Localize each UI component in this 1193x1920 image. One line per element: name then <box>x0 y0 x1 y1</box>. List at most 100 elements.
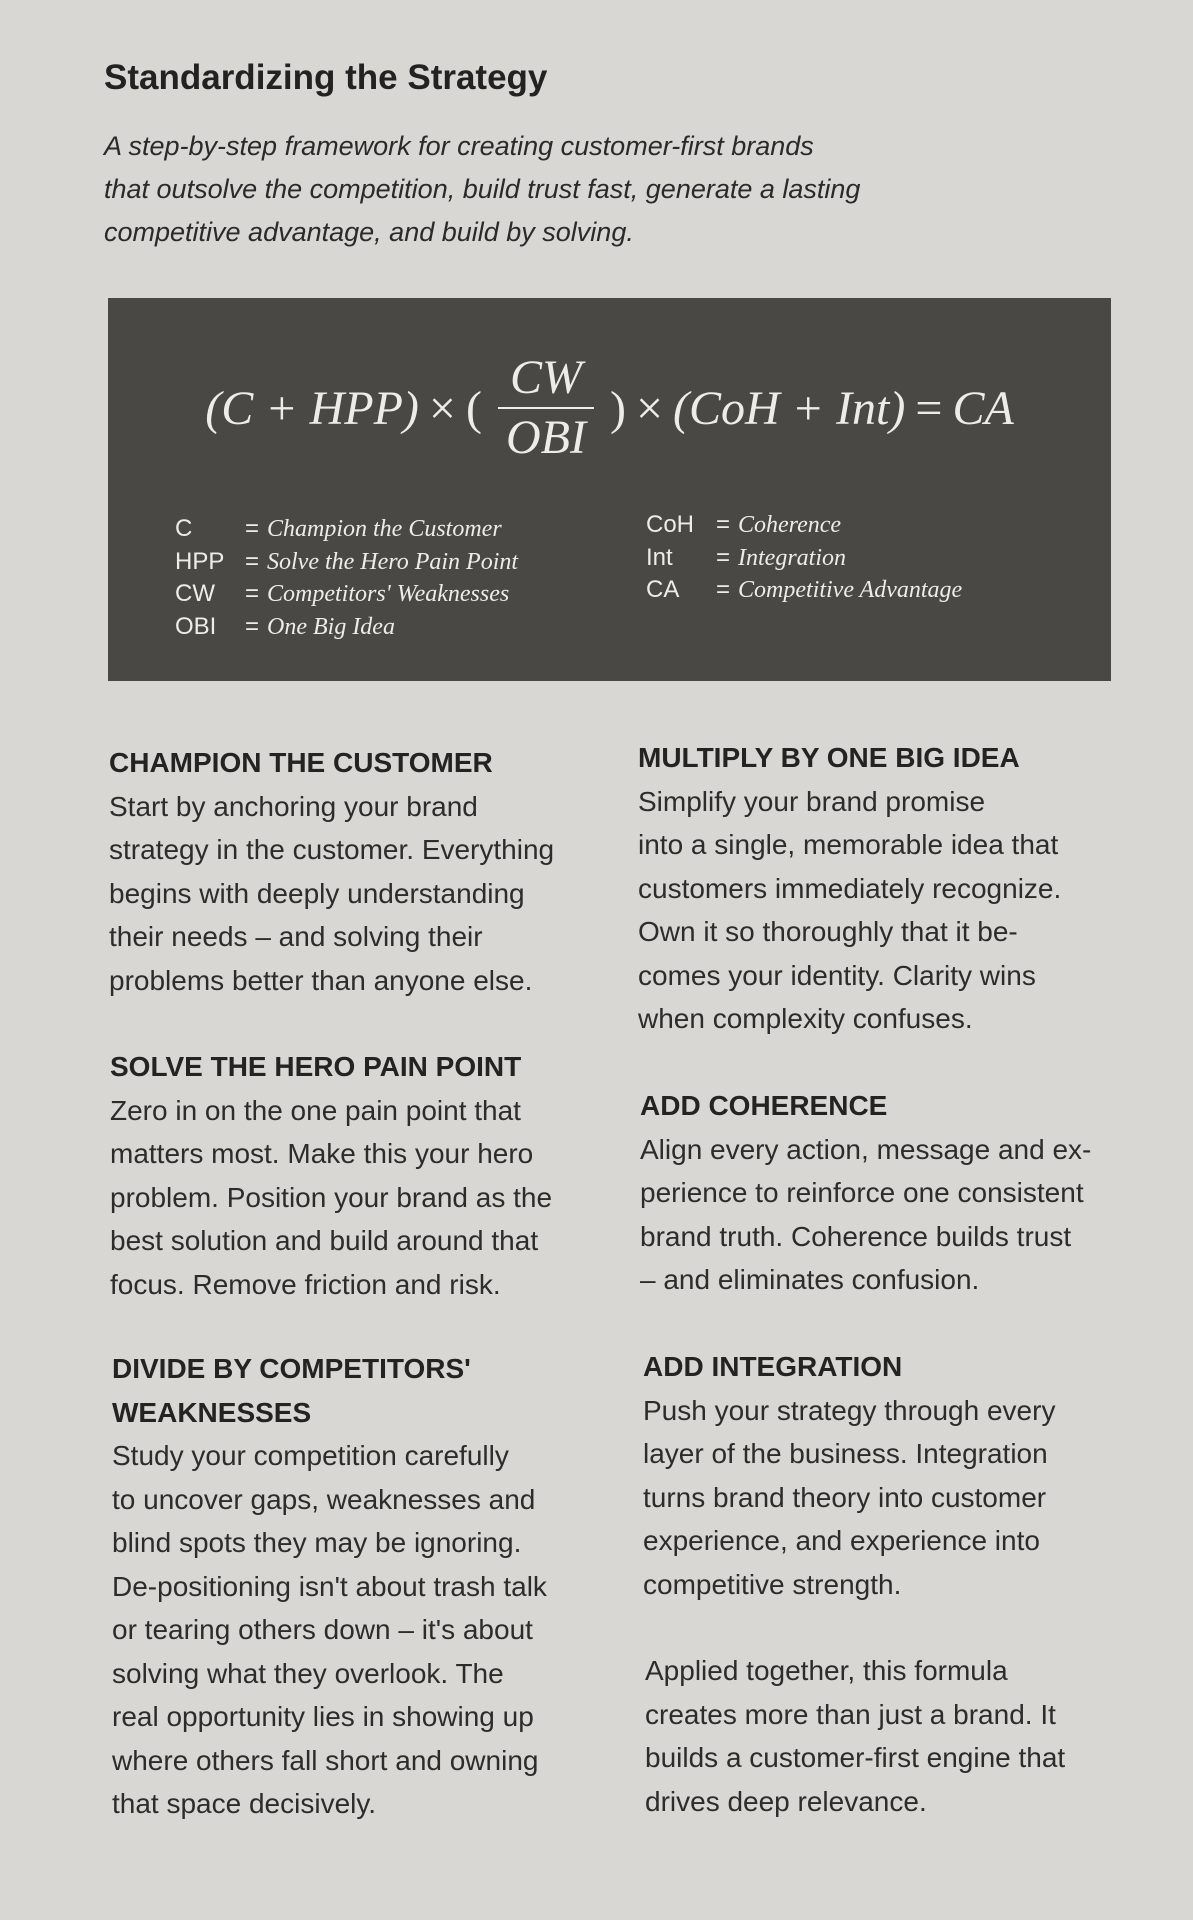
body-text-line: drives deep relevance. <box>645 1785 927 1817</box>
body-text-line: blind spots they may be ignoring. <box>112 1527 522 1558</box>
legend-left: C = Champion the Customer HPP = Solve the Her… <box>175 513 518 643</box>
formula: (C + HPP) × ( CW OBI ) × (CoH + Int) = C… <box>108 348 1111 468</box>
legend-definition: Champion the Customer <box>267 516 502 542</box>
body-text-line: their needs – and solving their <box>109 921 483 952</box>
body-text-line: strategy in the customer. Everything <box>109 834 555 865</box>
legend-equals: = <box>715 576 730 603</box>
legend-row: C = Champion the Customer <box>175 513 518 546</box>
body-text-line: layer of the business. Integration <box>643 1438 1048 1469</box>
section-heading: SOLVE THE HERO PAIN POINT <box>110 1051 522 1082</box>
body-text-line: – and eliminates confusion. <box>640 1264 980 1295</box>
body-text-line: or tearing others down – it's about <box>112 1614 533 1645</box>
body-text-line: Push your strategy through every <box>643 1394 1056 1426</box>
subtitle-line: that outsolve the competition, build tru… <box>104 174 861 204</box>
body-text-line: creates more than just a brand. It <box>645 1698 1056 1730</box>
legend-equals: = <box>715 511 730 538</box>
legend-abbr: HPP <box>175 547 225 575</box>
section-multiply-by-one-big-idea: MULTIPLY BY ONE BIG IDEA Simplify your br… <box>638 736 1138 1041</box>
page-title: Standardizing the Strategy <box>104 58 548 97</box>
formula-numerator: CW <box>509 351 582 404</box>
section-solve-the-hero-pain-point: SOLVE THE HERO PAIN POINT Zero in on the … <box>110 1045 610 1306</box>
section-conclusion: Applied together, this formula creates mo… <box>645 1649 1145 1823</box>
body-text-line: when complexity confuses. <box>638 1003 973 1034</box>
legend-row: CA = Competitive Advantage <box>646 574 962 607</box>
fraction-bar <box>497 407 594 409</box>
section-heading: WEAKNESSES <box>112 1396 312 1428</box>
legend-equals: = <box>715 543 730 571</box>
body-text-line: matters most. Make this your hero <box>110 1138 534 1169</box>
legend-abbr: Int <box>646 543 673 571</box>
body-text-line: into a single, memorable idea that <box>638 829 1059 860</box>
body-text-line: begins with deeply understanding <box>109 877 525 909</box>
body-text-line: perience to reinforce one consistent <box>640 1177 1084 1208</box>
body-text-line: problem. Position your brand as the <box>110 1181 553 1213</box>
formula-paren: ) <box>609 381 626 435</box>
body-text-line: customers immediately recognize. <box>638 872 1062 904</box>
formula-denominator: OBI <box>505 411 586 464</box>
legend-definition: One Big Idea <box>267 613 395 640</box>
body-text-line: competitive strength. <box>643 1568 902 1600</box>
section-heading: ADD COHERENCE <box>640 1090 888 1121</box>
formula-paren: ( <box>465 381 482 435</box>
subtitle: A step-by-step framework for creating cu… <box>104 125 1004 254</box>
body-text-line: that space decisively. <box>112 1788 377 1819</box>
formula-fraction: CW OBI <box>497 349 594 467</box>
body-text-line: Applied together, this formula <box>645 1655 1008 1686</box>
legend-definition: Solve the Hero Pain Point <box>267 548 519 575</box>
body-text-line: De-positioning isn't about trash talk <box>112 1570 547 1602</box>
body-text-line: comes your identity. Clarity wins <box>638 959 1036 991</box>
subtitle-line: competitive advantage, and build by solv… <box>104 217 634 247</box>
body-text-line: problems better than anyone else. <box>109 964 533 996</box>
section-heading: CHAMPION THE CUSTOMER <box>109 747 493 778</box>
section-heading: ADD INTEGRATION <box>643 1351 903 1382</box>
body-text-line: real opportunity lies in showing up <box>112 1701 534 1732</box>
section-divide-by-competitors-weaknesses: DIVIDE BY COMPETITORS' WEAKNESSES Study yo… <box>112 1347 612 1826</box>
legend-definition: Competitive Advantage <box>738 577 963 603</box>
legend-definition: Integration <box>738 544 846 571</box>
body-text-line: Start by anchoring your brand <box>109 790 478 822</box>
body-text-line: turns brand theory into customer <box>643 1481 1047 1513</box>
legend-abbr: OBI <box>175 612 217 640</box>
legend-row: HPP = Solve the Hero Pain Point <box>175 546 518 579</box>
body-text-line: Align every action, message and ex- <box>640 1133 1092 1165</box>
legend-definition: Competitors' Weaknesses <box>267 581 510 607</box>
formula-times: × <box>428 381 456 435</box>
legend-right: CoH = Coherence Int = Integration CA = Competiti… <box>646 509 962 607</box>
formula-equals: = <box>915 381 943 435</box>
subtitle-line: A step-by-step framework for creating cu… <box>104 131 814 161</box>
formula-result: CA <box>952 381 1014 435</box>
section-add-integration: ADD INTEGRATION Push your strategy throug… <box>643 1345 1143 1606</box>
body-text-line: focus. Remove friction and risk. <box>110 1268 501 1300</box>
body-text-line: solving what they overlook. The <box>112 1657 504 1689</box>
legend-row: CoH = Coherence <box>646 509 962 542</box>
body-text-line: experience, and experience into <box>643 1525 1040 1556</box>
legend-equals: = <box>244 612 259 640</box>
body-text-line: best solution and build around that <box>110 1225 539 1256</box>
formula-times: × <box>635 381 664 435</box>
legend-row: OBI = One Big Idea <box>175 611 518 644</box>
section-add-coherence: ADD COHERENCE Align every action, message… <box>640 1084 1140 1302</box>
body-text-line: brand truth. Coherence builds trust <box>640 1220 1072 1252</box>
legend-abbr: C <box>175 515 193 542</box>
body-text-line: Own it so thoroughly that it be- <box>638 916 1018 947</box>
body-text-line: to uncover gaps, weaknesses and <box>112 1483 536 1515</box>
legend-equals: = <box>244 580 259 607</box>
legend-row: CW = Competitors' Weaknesses <box>175 578 518 611</box>
legend-abbr: CoH <box>646 511 695 538</box>
formula-right: (CoH + Int) <box>673 381 906 435</box>
body-text-line: where others fall short and owning <box>112 1744 539 1776</box>
formula-left: (C + HPP) <box>205 381 419 435</box>
legend-equals: = <box>244 547 259 575</box>
legend-definition: Coherence <box>738 512 842 538</box>
legend-abbr: CA <box>646 576 680 603</box>
body-text-line: Study your competition carefully <box>112 1440 509 1471</box>
body-text-line: builds a customer-first engine that <box>645 1742 1066 1773</box>
legend-row: Int = Integration <box>646 542 962 575</box>
section-champion-the-customer: CHAMPION THE CUSTOMER Start by anchoring … <box>109 741 609 1002</box>
formula-box: (C + HPP) × ( CW OBI ) × (CoH + Int) = C… <box>108 298 1111 681</box>
legend-equals: = <box>244 515 259 542</box>
section-heading: DIVIDE BY COMPETITORS' <box>112 1353 471 1384</box>
section-heading: MULTIPLY BY ONE BIG IDEA <box>638 742 1020 773</box>
body-text-line: Zero in on the one pain point that <box>110 1094 521 1126</box>
legend-abbr: CW <box>175 580 215 607</box>
